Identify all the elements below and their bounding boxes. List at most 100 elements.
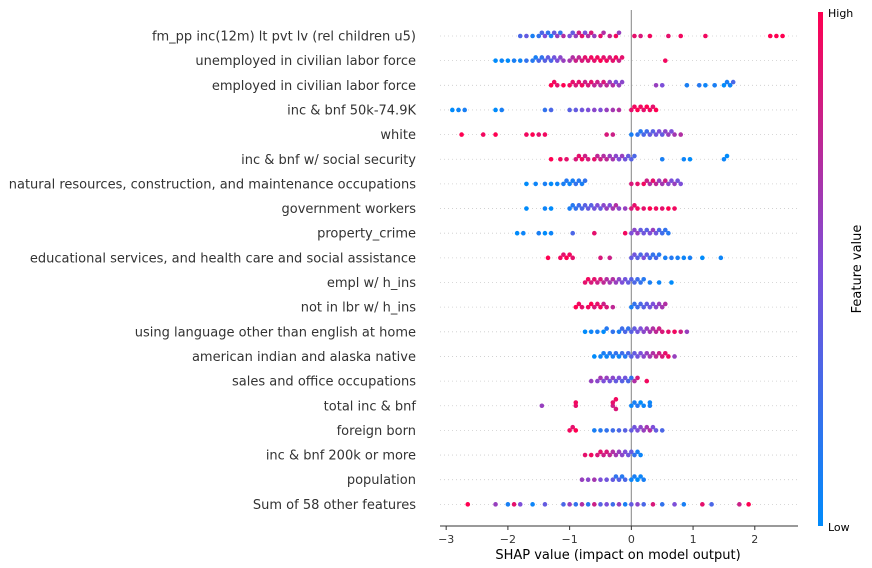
- feature-label: american indian and alaska native: [192, 350, 416, 365]
- shap-point: [598, 277, 603, 282]
- shap-point: [629, 304, 634, 310]
- shap-point: [601, 378, 606, 384]
- feature-label: empl w/ h_ins: [327, 276, 416, 291]
- shap-point: [721, 156, 727, 162]
- shap-point: [576, 153, 582, 159]
- feature-label: inc & bnf 50k-74.9K: [287, 103, 416, 118]
- shap-point: [598, 107, 603, 113]
- shap-point: [585, 304, 591, 310]
- shap-point: [542, 132, 548, 137]
- shap-point: [635, 375, 640, 381]
- shap-point: [721, 83, 727, 88]
- shap-point: [632, 378, 637, 384]
- shap-point: [625, 350, 631, 356]
- shap-point: [638, 326, 643, 331]
- shap-point: [632, 400, 637, 405]
- shap-point: [579, 156, 585, 162]
- shap-point: [524, 132, 529, 137]
- shap-point: [681, 156, 687, 162]
- colorbar: High Low Feature value: [818, 7, 865, 534]
- shap-point: [588, 378, 594, 384]
- shap-point: [601, 452, 606, 458]
- shap-point: [561, 33, 566, 39]
- shap-point: [619, 326, 625, 331]
- shap-point: [644, 104, 650, 110]
- shap-point: [684, 83, 690, 88]
- shap-point: [592, 206, 597, 211]
- shap-point: [724, 153, 730, 159]
- shap-point: [616, 156, 622, 162]
- shap-point: [635, 502, 640, 507]
- shap-point: [613, 153, 619, 159]
- shap-point: [598, 477, 603, 483]
- shap-point: [632, 252, 637, 257]
- x-axis-ticks: −3 −2 −1 0 1 2: [438, 526, 758, 546]
- shap-point: [632, 301, 637, 307]
- shap-point: [613, 79, 619, 85]
- shap-point: [622, 329, 628, 335]
- shap-point: [561, 502, 566, 507]
- shap-point: [610, 502, 616, 507]
- colorbar-high-label: High: [828, 7, 853, 20]
- shap-point: [659, 428, 665, 433]
- shap-point: [635, 403, 640, 409]
- shap-point: [592, 107, 597, 113]
- shap-point: [582, 153, 588, 159]
- shap-point: [675, 255, 680, 261]
- shap-points: [450, 30, 785, 507]
- shap-point: [576, 30, 582, 36]
- shap-point: [459, 132, 464, 137]
- shap-point: [718, 255, 724, 261]
- shap-point: [595, 378, 600, 384]
- shap-point: [647, 132, 653, 137]
- shap-point: [598, 449, 603, 455]
- shap-point: [635, 255, 640, 261]
- shap-point: [647, 428, 653, 433]
- shap-point: [610, 83, 616, 88]
- shap-point: [570, 55, 576, 60]
- shap-point: [601, 55, 606, 60]
- shap-point: [647, 403, 653, 409]
- shap-point: [567, 428, 572, 433]
- shap-point: [582, 329, 588, 335]
- shap-point: [641, 477, 646, 483]
- shap-point: [610, 400, 616, 405]
- shap-point: [582, 452, 588, 458]
- shap-point: [647, 107, 653, 113]
- feature-label: inc & bnf w/ social security: [241, 153, 416, 168]
- shap-point: [632, 326, 637, 331]
- shap-point: [659, 132, 665, 137]
- shap-point: [462, 107, 467, 113]
- shap-point: [573, 156, 579, 162]
- shap-point: [635, 304, 640, 310]
- shap-point: [530, 33, 535, 39]
- shap-point: [604, 428, 609, 433]
- shap-point: [650, 502, 656, 507]
- shap-point: [629, 230, 634, 236]
- shap-point: [666, 354, 671, 359]
- shap-point: [601, 350, 606, 356]
- shap-point: [659, 354, 665, 359]
- shap-point: [629, 329, 634, 335]
- shap-point: [465, 502, 471, 507]
- shap-point: [669, 129, 674, 134]
- shap-point: [542, 58, 548, 63]
- shap-point: [579, 181, 585, 187]
- shap-point: [629, 107, 634, 113]
- shap-point: [505, 58, 511, 63]
- shap-point: [573, 400, 579, 405]
- shap-point: [573, 403, 579, 409]
- shap-point: [653, 107, 659, 113]
- shap-point: [517, 58, 523, 63]
- shap-point: [582, 79, 588, 85]
- shap-point: [613, 378, 619, 384]
- shap-point: [554, 33, 560, 39]
- shap-point: [632, 227, 637, 233]
- shap-point: [616, 449, 622, 455]
- shap-point: [582, 280, 588, 285]
- shap-point: [666, 132, 671, 137]
- shap-point: [595, 79, 600, 85]
- shap-point: [635, 230, 640, 236]
- shap-point: [641, 132, 646, 137]
- shap-point: [656, 350, 662, 356]
